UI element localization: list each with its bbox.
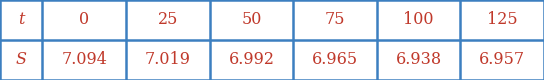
Text: 50: 50 bbox=[241, 12, 262, 28]
Text: S: S bbox=[16, 52, 27, 68]
Text: 6.965: 6.965 bbox=[312, 52, 358, 68]
Text: t: t bbox=[18, 12, 24, 28]
Text: 100: 100 bbox=[403, 12, 434, 28]
Text: 0: 0 bbox=[79, 12, 89, 28]
Text: 6.992: 6.992 bbox=[228, 52, 274, 68]
Text: 125: 125 bbox=[487, 12, 517, 28]
Text: 6.957: 6.957 bbox=[479, 52, 526, 68]
Text: 25: 25 bbox=[158, 12, 178, 28]
Text: 75: 75 bbox=[325, 12, 345, 28]
Text: 7.019: 7.019 bbox=[145, 52, 191, 68]
Text: 6.938: 6.938 bbox=[395, 52, 442, 68]
Text: 7.094: 7.094 bbox=[61, 52, 107, 68]
